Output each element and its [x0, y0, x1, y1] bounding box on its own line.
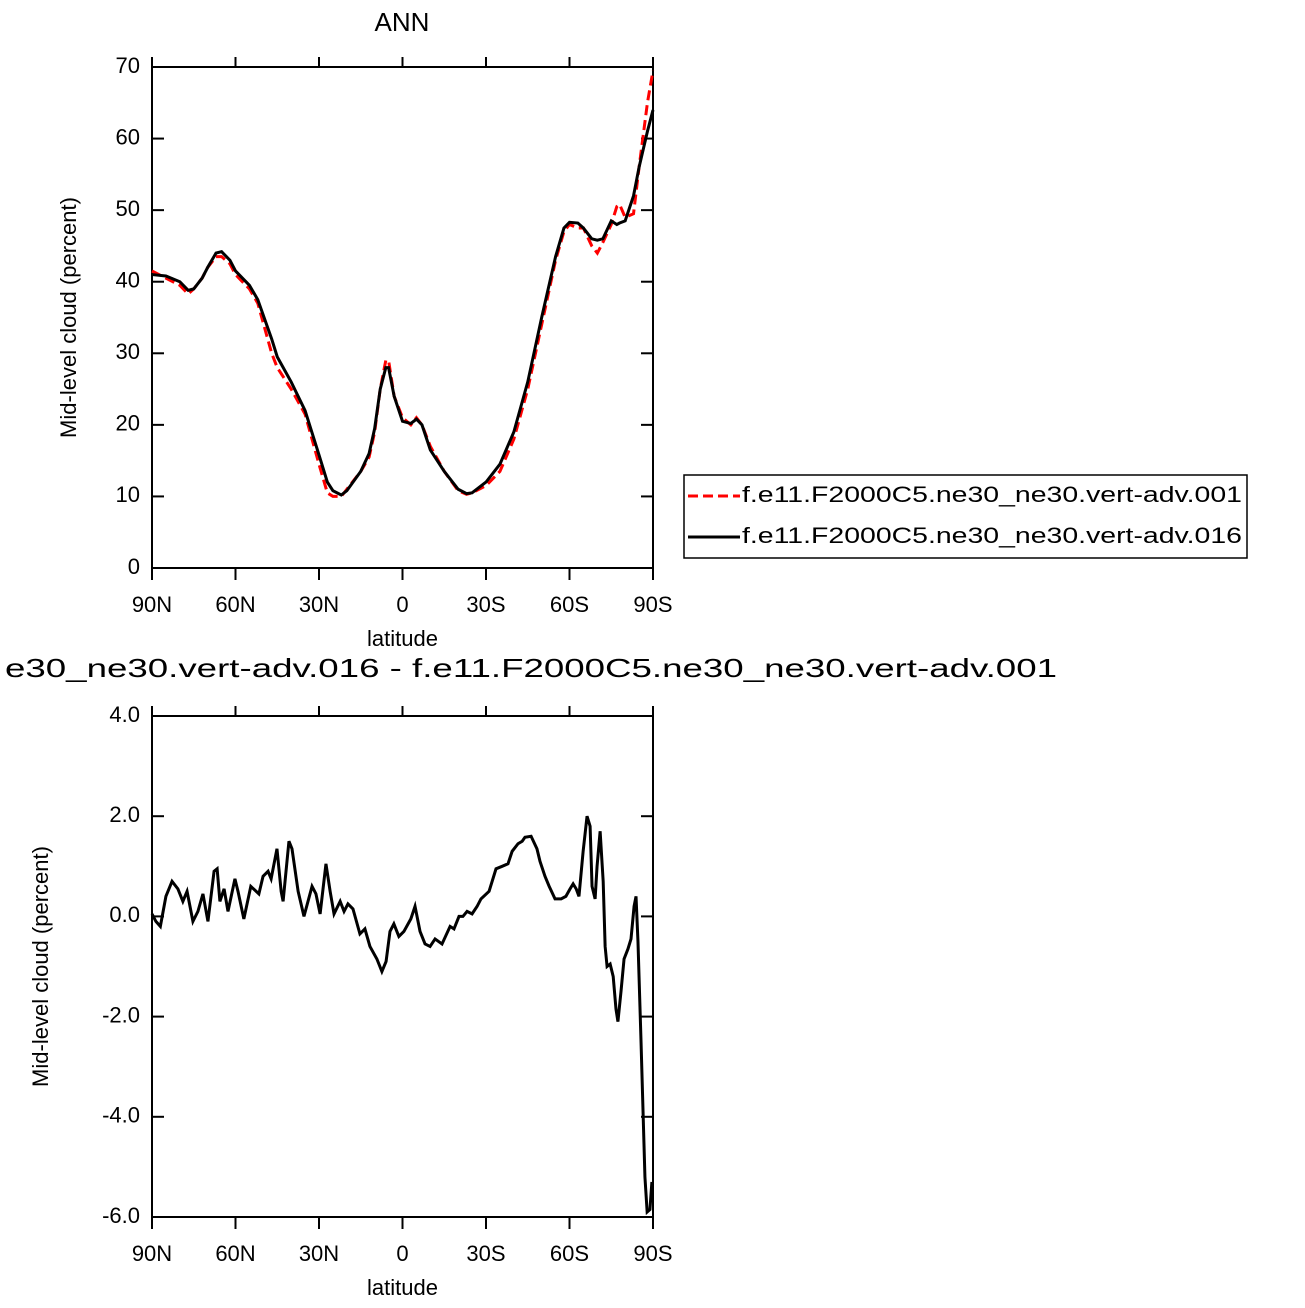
- x-tick-label: 60S: [550, 592, 589, 617]
- x-tick-label: 30S: [466, 1241, 505, 1266]
- y-tick-label: -6.0: [102, 1203, 140, 1228]
- x-tick-label: 90S: [633, 592, 672, 617]
- chart-title: e30_ne30.vert-adv.016 - f.e11.F2000C5.ne…: [5, 653, 1057, 683]
- x-tick-label: 30N: [299, 1241, 339, 1266]
- y-tick-label: -4.0: [102, 1103, 140, 1128]
- legend-box: [683, 474, 1248, 559]
- y-tick-label: 20: [116, 411, 140, 436]
- y-axis-label: Mid-level cloud (percent): [28, 846, 53, 1087]
- x-tick-label: 0: [396, 1241, 408, 1266]
- y-tick-label: 30: [116, 339, 140, 364]
- y-tick-label: -2.0: [102, 1002, 140, 1027]
- y-tick-label: 50: [116, 196, 140, 221]
- x-axis-label: latitude: [367, 626, 438, 651]
- x-tick-label: 90S: [633, 1241, 672, 1266]
- y-tick-label: 40: [116, 268, 140, 293]
- plot-frame: [151, 66, 654, 569]
- x-tick-label: 90N: [132, 592, 172, 617]
- data-line: [151, 70, 655, 498]
- x-axis-label: latitude: [367, 1275, 438, 1300]
- y-tick-label: 0.0: [109, 902, 140, 927]
- y-tick-label: 4.0: [109, 702, 140, 727]
- x-tick-label: 30S: [466, 592, 505, 617]
- x-tick-label: 30N: [299, 592, 339, 617]
- x-tick-label: 60N: [215, 1241, 255, 1266]
- y-tick-label: 70: [116, 53, 140, 78]
- chart-title: ANN: [375, 7, 430, 37]
- plot-frame: [151, 715, 654, 1218]
- legend-label: f.e11.F2000C5.ne30_ne30.vert-adv.016: [742, 523, 1242, 548]
- data-line: [150, 815, 654, 1216]
- y-axis-label: Mid-level cloud (percent): [56, 197, 81, 438]
- data-line: [151, 109, 655, 497]
- x-tick-label: 90N: [132, 1241, 172, 1266]
- legend-label: f.e11.F2000C5.ne30_ne30.vert-adv.001: [742, 482, 1242, 507]
- y-tick-label: 0: [128, 554, 140, 579]
- y-tick-label: 10: [116, 482, 140, 507]
- x-tick-label: 0: [396, 592, 408, 617]
- y-tick-label: 2.0: [109, 802, 140, 827]
- x-tick-label: 60S: [550, 1241, 589, 1266]
- x-tick-label: 60N: [215, 592, 255, 617]
- y-tick-label: 60: [116, 124, 140, 149]
